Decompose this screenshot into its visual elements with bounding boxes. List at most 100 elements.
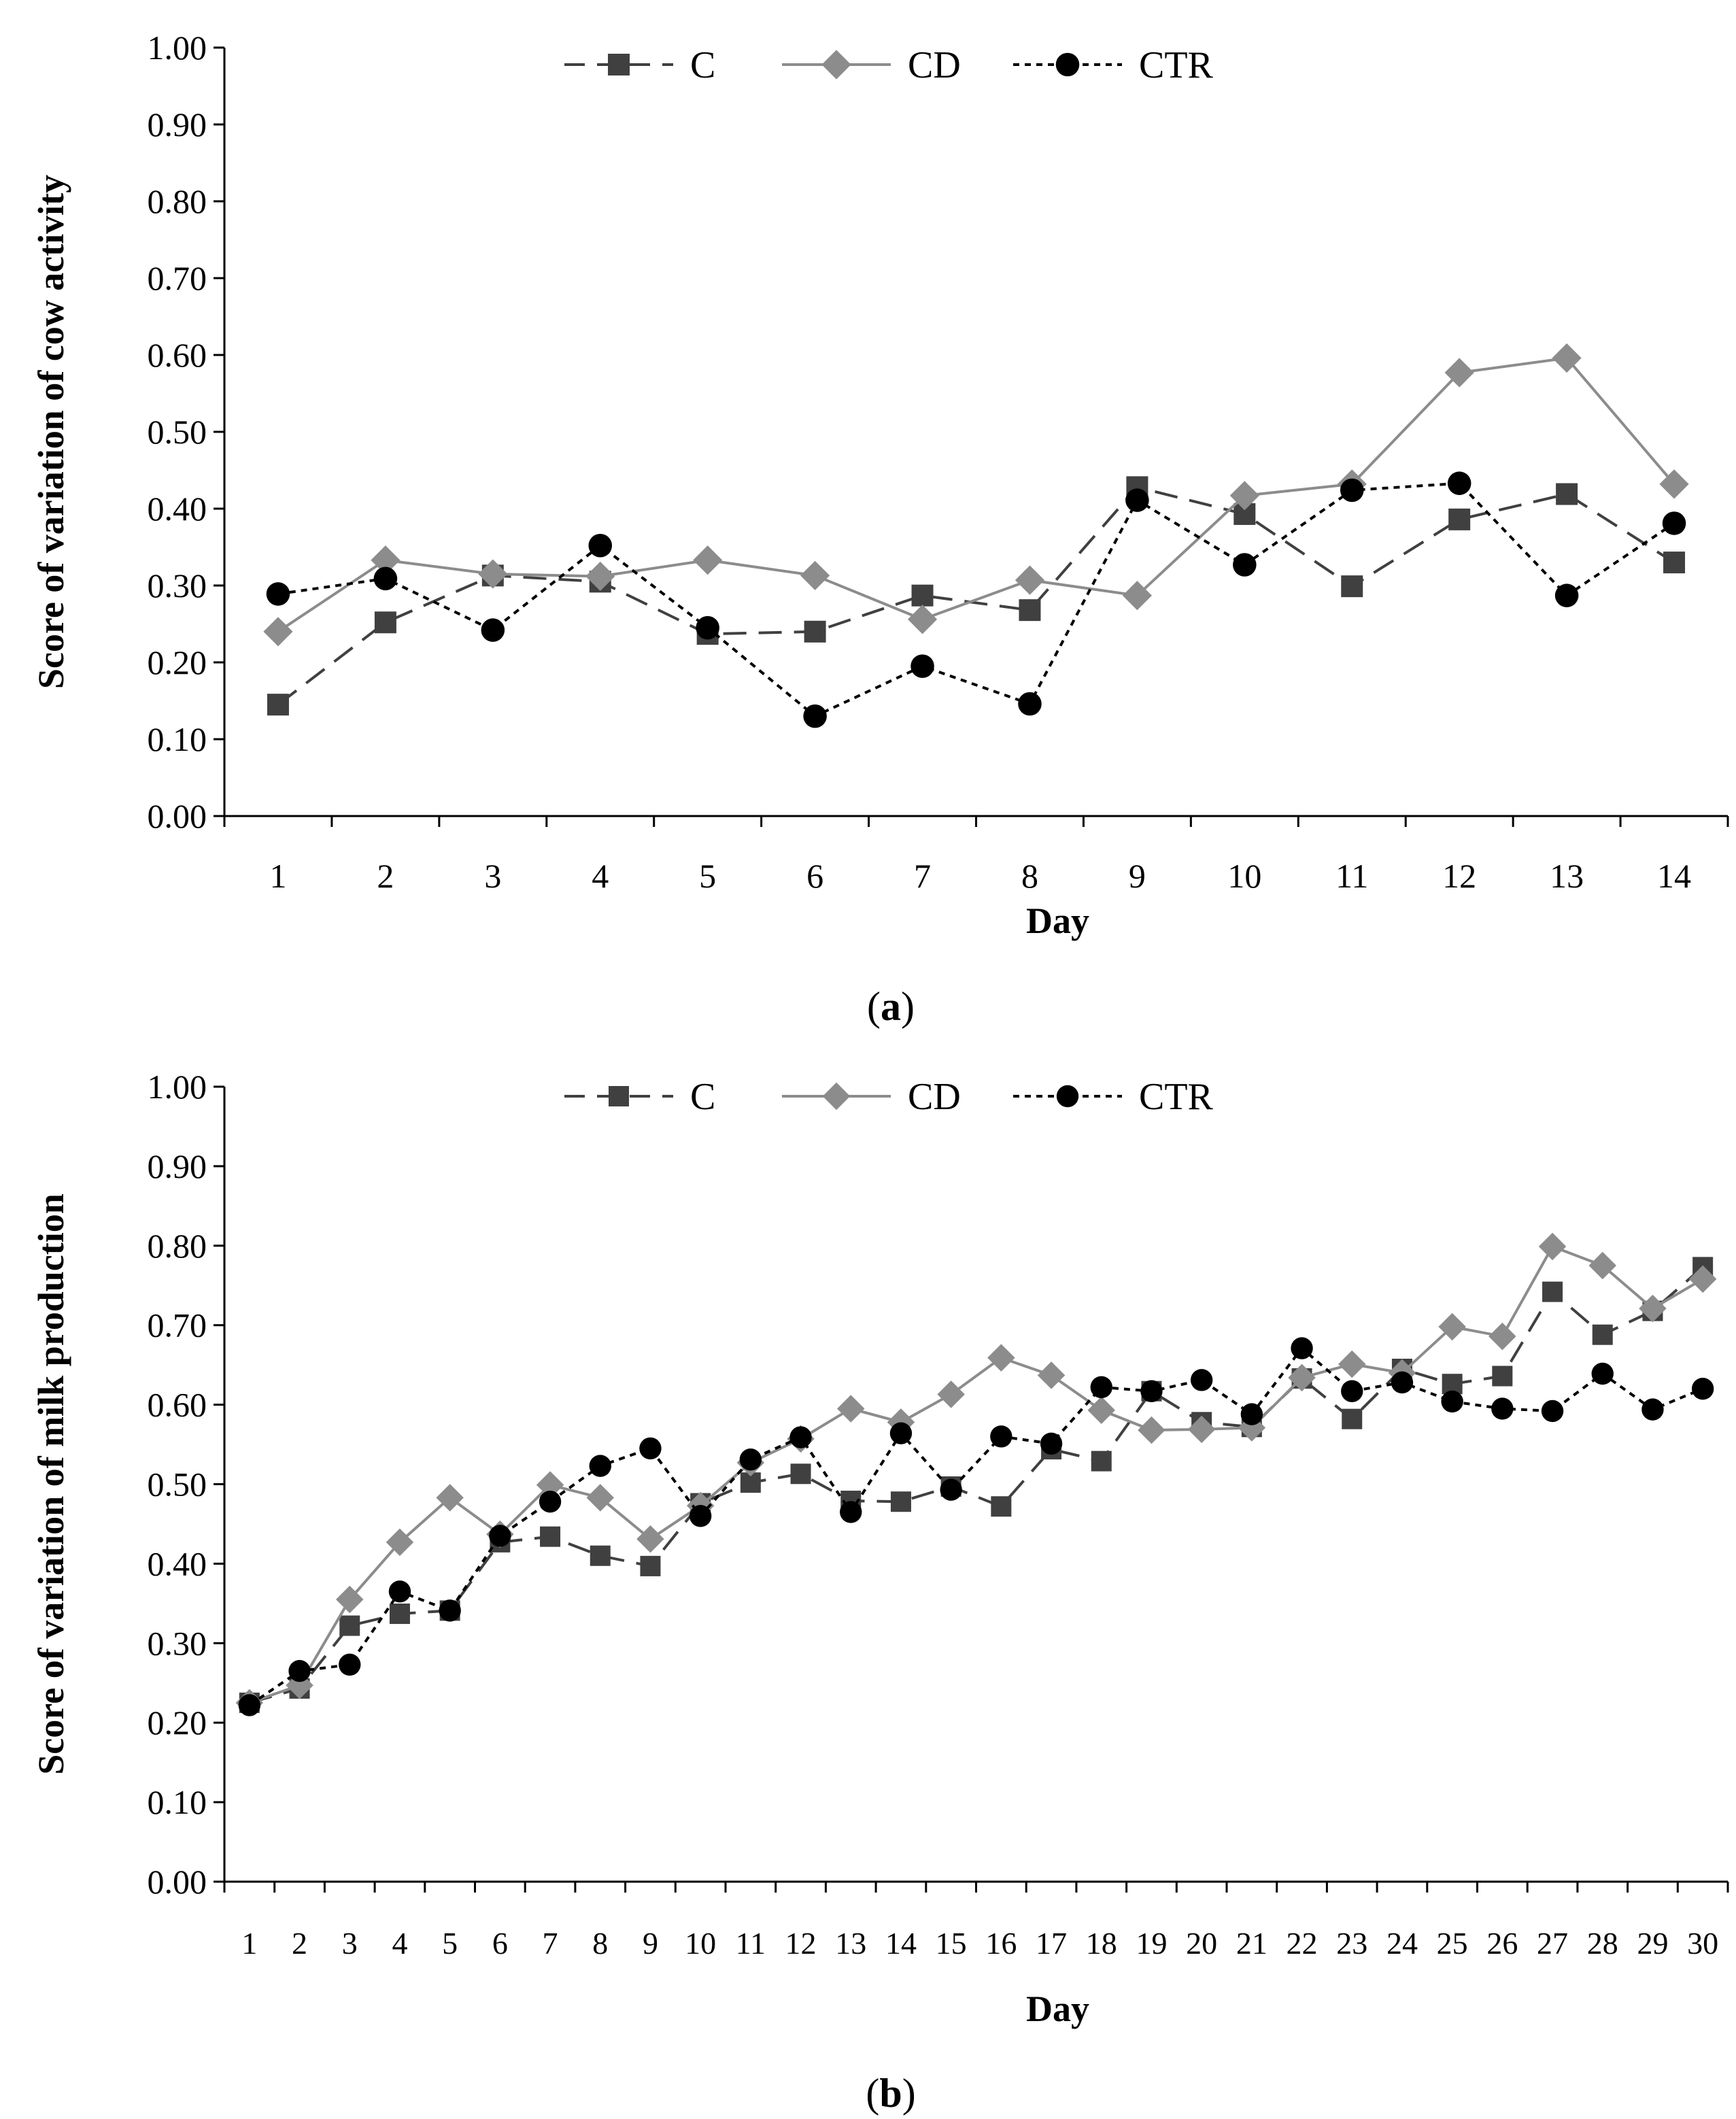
x-tick-label: 7 (543, 1926, 558, 1961)
data-point-cd (1438, 1312, 1466, 1341)
data-point-ctr (1018, 692, 1042, 716)
panel-label-close: ) (902, 2071, 916, 2116)
x-tick-label: 9 (643, 1926, 658, 1961)
legend-marker-ctr (1055, 52, 1080, 77)
y-tick-label: 0.80 (148, 1227, 207, 1265)
data-point-cd (1488, 1322, 1516, 1351)
data-point-cd (478, 559, 508, 589)
data-point-ctr (1491, 1397, 1514, 1420)
data-point-ctr (1240, 1403, 1263, 1425)
data-point-c (640, 1555, 661, 1576)
data-point-cd (536, 1471, 564, 1499)
x-tick-label: 13 (1550, 857, 1584, 895)
y-axis-title: Score of variation of milk production (31, 1193, 71, 1775)
data-point-ctr (639, 1437, 662, 1460)
series-ctr (266, 471, 1686, 728)
x-tick-label: 8 (1021, 857, 1038, 895)
data-point-ctr (1391, 1371, 1414, 1394)
legend-item-ctr: CTR (1013, 1076, 1214, 1118)
legend-label: CD (908, 44, 961, 86)
data-point-cd (336, 1585, 364, 1614)
data-point-cd (1229, 481, 1259, 511)
x-tick-label: 21 (1236, 1926, 1267, 1961)
data-point-cd (1659, 469, 1689, 499)
x-tick-label: 17 (1036, 1926, 1067, 1961)
data-point-c (1341, 575, 1363, 598)
x-tick-label: 29 (1637, 1926, 1668, 1961)
data-point-ctr (1441, 1390, 1463, 1413)
legend-marker-ctr (1056, 1085, 1079, 1108)
data-point-c (1492, 1366, 1513, 1387)
x-tick-label: 1 (269, 857, 286, 895)
data-point-ctr (1541, 1400, 1564, 1423)
y-tick-label: 1.00 (148, 1068, 207, 1106)
panel-label: (b) (866, 2071, 915, 2116)
data-point-cd (1187, 1415, 1216, 1444)
x-axis-title: Day (1026, 1988, 1089, 2029)
data-point-ctr (910, 654, 934, 678)
x-tick-label: 6 (806, 857, 823, 895)
x-tick-label: 26 (1486, 1926, 1518, 1961)
legend-item-ctr: CTR (1013, 44, 1214, 86)
data-point-cd (1015, 565, 1045, 595)
data-point-c (1342, 1408, 1363, 1429)
data-point-ctr (739, 1448, 762, 1471)
panel-label-open: ( (867, 984, 881, 1029)
data-point-ctr (889, 1422, 913, 1444)
x-tick-label: 1 (241, 1926, 257, 1961)
data-point-ctr (1040, 1432, 1063, 1455)
data-point-cd (1037, 1361, 1066, 1389)
legend-label: C (690, 1076, 715, 1118)
series-line-ctr (248, 1346, 1703, 1707)
x-tick-label: 2 (377, 857, 394, 895)
data-point-ctr (696, 615, 719, 640)
y-tick-label: 0.40 (148, 1544, 207, 1582)
data-point-ctr (288, 1660, 311, 1682)
y-tick-label: 0.60 (148, 336, 207, 374)
data-point-c (540, 1526, 561, 1547)
data-point-cd (586, 1484, 614, 1512)
x-tick-label: 13 (835, 1926, 866, 1961)
data-point-cd (263, 617, 293, 647)
data-point-ctr (588, 533, 613, 558)
data-point-c (790, 1463, 811, 1485)
data-point-cd (987, 1344, 1015, 1372)
y-tick-label: 0.40 (148, 490, 207, 528)
data-point-c (1448, 508, 1471, 530)
data-point-ctr (1291, 1337, 1313, 1359)
data-point-cd (1338, 1350, 1366, 1378)
x-tick-label: 10 (1227, 857, 1261, 895)
legend-marker-c (609, 1086, 629, 1106)
data-point-cd (636, 1525, 664, 1553)
y-tick-label: 0.30 (148, 566, 207, 605)
series-ctr (238, 1337, 1714, 1716)
data-point-cd (1688, 1265, 1717, 1293)
y-axis-title: Score of variation of cow activity (31, 175, 71, 689)
x-tick-label: 18 (1086, 1926, 1117, 1961)
data-point-c (389, 1604, 410, 1625)
legend-item-cd: CD (782, 44, 961, 86)
data-point-ctr (1125, 488, 1149, 512)
data-point-ctr (1233, 553, 1257, 577)
x-tick-label: 28 (1587, 1926, 1618, 1961)
series-line-ctr (277, 481, 1675, 718)
data-point-ctr (1662, 511, 1686, 535)
data-point-cd (800, 560, 830, 590)
y-tick-label: 0.50 (148, 413, 207, 451)
x-tick-label: 11 (736, 1926, 766, 1961)
y-tick-label: 0.80 (148, 182, 207, 220)
y-tick-label: 0.90 (148, 1147, 207, 1185)
legend-item-cd: CD (782, 1076, 961, 1118)
legend-label: C (690, 44, 715, 86)
x-tick-label: 27 (1537, 1926, 1568, 1961)
x-tick-label: 5 (699, 857, 716, 895)
data-point-cd (837, 1395, 865, 1423)
y-tick-label: 0.10 (148, 720, 207, 758)
x-tick-label: 24 (1386, 1926, 1418, 1961)
panel-label: (a) (867, 984, 915, 1029)
panel-label-letter: b (879, 2071, 902, 2116)
x-tick-label: 12 (1442, 857, 1476, 895)
x-tick-label: 15 (936, 1926, 967, 1961)
y-tick-label: 0.20 (148, 643, 207, 681)
